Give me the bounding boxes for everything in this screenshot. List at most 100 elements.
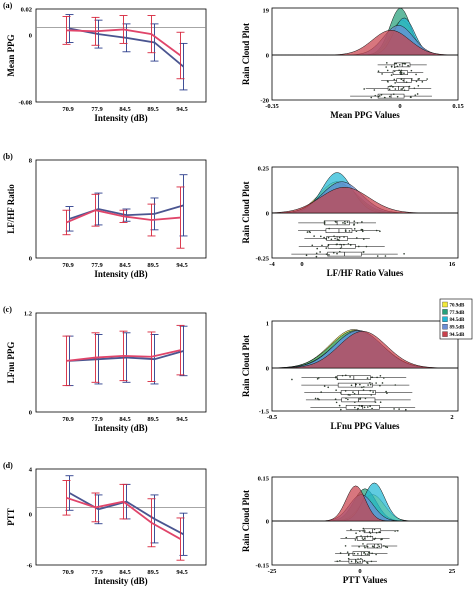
data-point [363,406,366,409]
data-point [335,221,337,223]
panel-label: (c) [3,305,12,314]
data-point [336,252,338,255]
data-point [353,220,356,222]
data-point [314,397,317,400]
data-point [381,382,384,384]
line-chart-3 [35,312,207,413]
data-point [353,392,356,395]
y-tick-label: 0 [29,410,32,417]
data-point [363,545,366,547]
line-chart-1 [35,8,207,103]
data-point [352,391,354,393]
data-point [387,81,389,83]
data-point [367,553,369,556]
legend-label: 94.5dB [450,333,466,338]
data-point [349,394,351,396]
line-chart-2 [35,159,207,259]
data-point [405,81,408,83]
x-tick-label: 0 [398,103,401,110]
data-point [362,530,364,532]
data-point [364,537,366,540]
x-tick-label: -0.35 [265,103,279,110]
y-axis-label: PTT [6,508,16,526]
data-point [328,254,330,256]
series-line [66,209,181,224]
data-point [413,87,416,90]
y-tick-label: 4 [29,467,33,474]
data-point [353,227,356,230]
data-point [306,231,309,233]
legend-label: 84.5dB [450,318,466,323]
data-point [396,530,399,532]
x-tick-label: -4 [269,261,275,268]
data-point [372,391,374,393]
data-point [383,545,385,547]
data-point [370,96,373,99]
data-point [346,221,349,223]
y-tick-label: -0.08 [18,100,32,107]
data-point [325,247,328,249]
data-point [377,95,380,98]
data-point [340,408,342,411]
data-point [359,383,361,386]
data-point [355,532,357,534]
data-point [386,546,389,549]
data-point [362,543,364,545]
series-line [66,349,181,362]
x-axis-label: Intensity (dB) [94,269,147,279]
data-point [393,62,396,65]
data-point [355,230,358,233]
data-point [372,545,374,548]
data-point [377,543,379,546]
data-point [344,220,346,223]
data-point [330,238,333,241]
data-point [398,69,400,72]
data-point [384,255,387,257]
data-point [385,66,387,68]
data-point [394,88,397,90]
density-94.5dB [271,186,458,214]
x-tick-label: 16 [449,261,456,268]
x-tick-label: 84.5 [119,262,131,269]
data-point [403,252,405,255]
data-point [379,374,382,377]
y-axis-label: Rain Cloud Plot [241,490,251,552]
x-tick-label: 70.9 [62,569,74,576]
data-point [421,81,424,83]
data-point [327,386,330,389]
x-axis-label: PTT Values [343,575,388,585]
data-point [379,230,381,233]
x-tick-label: 0 [358,568,361,575]
data-point [381,73,383,75]
x-tick-label: 94.5 [176,106,188,113]
data-point [363,552,365,554]
plot-frame [271,320,459,412]
legend-swatch [442,331,448,337]
data-point [374,94,377,97]
data-point [348,230,351,232]
data-point [417,85,420,87]
x-tick-label: 84.5 [119,569,131,576]
data-point [309,231,311,234]
legend-label: 70.9dB [450,303,466,308]
data-point [364,553,367,555]
data-point [317,397,319,400]
data-point [362,538,365,541]
legend-swatch [442,309,448,315]
data-point [347,398,349,401]
y-tick-label: 19 [263,8,270,15]
x-tick-label: -25 [268,568,277,575]
data-point [394,384,397,386]
x-tick-label: 89.5 [147,569,159,576]
data-point [369,535,372,538]
data-point [336,378,339,380]
x-tick-label: 89.5 [147,106,159,113]
data-point [339,560,341,562]
x-tick-label: 94.5 [176,262,188,269]
y-axis-label: LF/HF Ratio [6,184,16,234]
data-point [342,222,344,224]
data-point [363,559,366,562]
x-tick-label: 84.5 [119,416,131,423]
data-point [343,243,345,246]
